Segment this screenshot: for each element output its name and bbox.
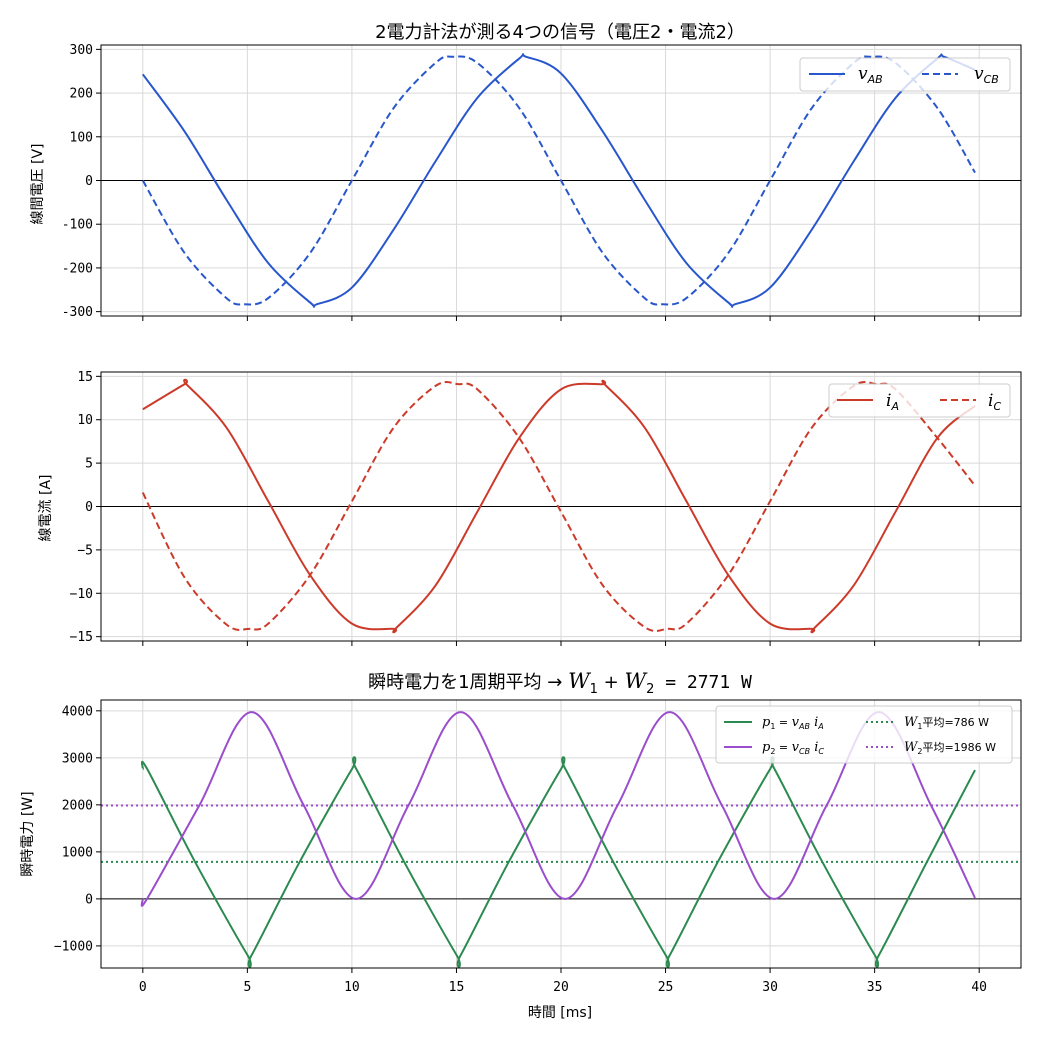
legend-label-w1: W1平均=786 W: [904, 715, 989, 731]
panel-3-title-plus: +: [598, 672, 625, 693]
panel-3-title-w2-sub: 2: [646, 682, 654, 697]
legend-label-ia: iA: [886, 391, 899, 413]
ytick-label-2-4: 0: [85, 892, 93, 907]
ytick-label-0-6: -300: [62, 305, 93, 320]
ytick-label-0-5: -200: [62, 261, 93, 276]
panel-2-ylabel: 線電流 [A]: [38, 475, 54, 542]
legend-label-p2: p2 = vCB iC: [762, 740, 824, 756]
panel-1-title: 2電力計法が測る4つの信号（電圧2・電流2）: [375, 22, 745, 43]
xtick-label-1: 5: [243, 980, 251, 995]
ytick-label-0-3: 0: [85, 174, 93, 189]
ytick-label-1-4: −5: [77, 543, 93, 558]
series-line-2-0: [140, 756, 976, 968]
legend-label-w2: W2平均=1986 W: [904, 740, 996, 756]
ytick-label-1-5: −10: [70, 587, 93, 602]
panel-1-voltage: 300 200 100 0 -100 -200 -300: [62, 43, 1022, 321]
ytick-label-0-0: 300: [70, 43, 93, 58]
panel-1-ylabel: 線間電圧 [V]: [30, 144, 46, 225]
legend-power-box: [715, 705, 1013, 764]
ytick-label-0-4: -100: [62, 218, 93, 233]
xtick-label-6: 30: [762, 980, 778, 995]
panel-3-title-w1: W: [568, 669, 592, 693]
legend-label-vab: vAB: [858, 64, 883, 86]
panel-3-ylabel: 瞬時電力 [W]: [20, 791, 36, 876]
legend-label-p1: p1 = vAB iA: [762, 715, 824, 731]
panel-3-title-suffix: = 2771 W: [654, 672, 752, 693]
xtick-label-3: 15: [449, 980, 465, 995]
legend-current-box: [828, 383, 1011, 418]
ytick-label-2-5: −1000: [54, 939, 93, 954]
ytick-label-1-6: −15: [70, 630, 93, 645]
xtick-label-5: 25: [658, 980, 674, 995]
ytick-label-0-2: 100: [70, 130, 93, 145]
panel-2-current: 15 10 5 0 −5 −10 −15: [70, 370, 1022, 646]
legend-label-ic: iC: [988, 391, 1001, 413]
ytick-label-2-0: 4000: [62, 704, 93, 719]
panel-3-title-w1-sub: 1: [590, 682, 598, 697]
xtick-label-4: 20: [553, 980, 569, 995]
ytick-label-1-1: 10: [77, 413, 93, 428]
series-line-2-1: [140, 711, 976, 907]
xtick-label-7: 35: [867, 980, 883, 995]
legend-current: iA iC: [828, 383, 1011, 418]
panel-3-power: 4000 3000 2000 1000 0 −1000 0 5 10 15 20 25 30 35 40: [54, 699, 1022, 995]
panel-3-title-w2: W: [624, 669, 648, 693]
ytick-label-1-0: 15: [77, 370, 93, 385]
series-line-1-1: [141, 381, 976, 632]
legend-voltage: vAB vCB: [799, 57, 1011, 92]
panel-3-title-prefix: 瞬時電力を1周期平均 →: [368, 672, 568, 693]
ytick-label-1-2: 5: [85, 457, 93, 472]
ytick-label-2-2: 2000: [62, 798, 93, 813]
panel-3-xlabel: 時間 [ms]: [528, 1005, 592, 1021]
legend-label-vcb: vCB: [974, 64, 999, 86]
ytick-label-2-3: 1000: [62, 845, 93, 860]
series-line-1-0: [142, 378, 976, 634]
panel-3-title: 瞬時電力を1周期平均 → W1 + W2 = 2771 W: [368, 669, 752, 697]
ytick-label-1-3: 0: [85, 500, 93, 515]
series-line-0-0: [142, 53, 976, 308]
legend-voltage-box: [799, 57, 1011, 92]
xtick-label-8: 40: [971, 980, 987, 995]
ytick-label-2-1: 3000: [62, 751, 93, 766]
xtick-label-0: 0: [139, 980, 147, 995]
legend-power: p1 = vAB iA W1平均=786 W p2 = vCB iC W2平均=…: [715, 705, 1013, 764]
xtick-label-2: 10: [344, 980, 360, 995]
ytick-label-0-1: 200: [70, 87, 93, 102]
